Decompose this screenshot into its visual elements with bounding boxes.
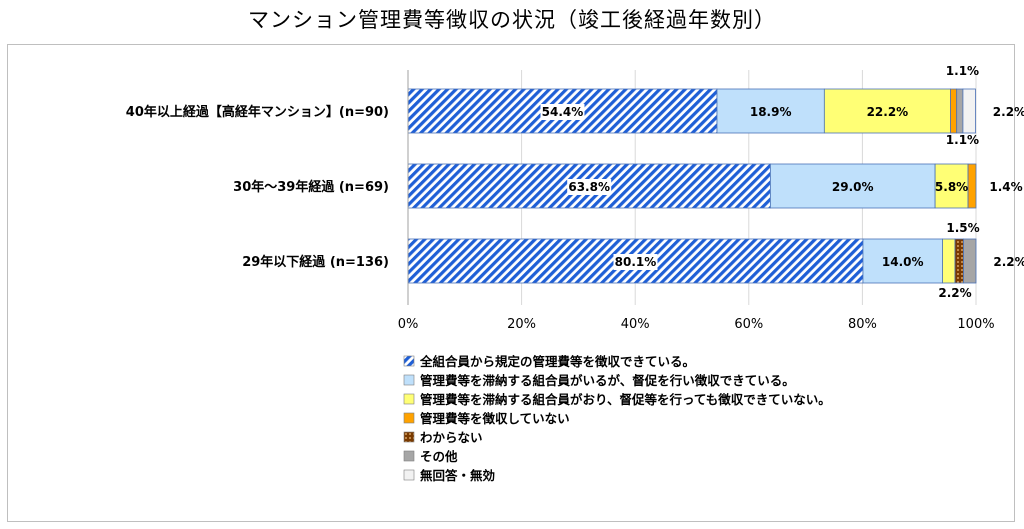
label-layer: 54.4% 18.9% 22.2% 1.1% 1.1% 2.2% 63.8% 29.0% 5.8… bbox=[540, 64, 1024, 300]
x-tick-label: 60% bbox=[734, 317, 763, 332]
category-label: 40年以上経過【高経年マンション】(n=90) bbox=[126, 104, 389, 120]
x-tick-label: 40% bbox=[621, 317, 650, 332]
bar-segment bbox=[769, 163, 936, 209]
value-label: 80.1% bbox=[615, 255, 657, 269]
value-label: 22.2% bbox=[867, 105, 909, 119]
value-label: 1.1% bbox=[946, 64, 979, 78]
bar-layer bbox=[407, 88, 977, 284]
legend-label: その他 bbox=[420, 449, 458, 464]
value-label: 1.5% bbox=[946, 221, 979, 235]
bar-segment bbox=[942, 238, 956, 284]
value-label: 1.4% bbox=[989, 180, 1022, 194]
bar-segment bbox=[950, 88, 958, 134]
category-label: 29年以下経過 (n=136) bbox=[242, 254, 389, 270]
x-tick-label: 100% bbox=[957, 317, 994, 332]
bar-segment bbox=[963, 238, 977, 284]
legend-label: 管理費等を滞納する組合員がいるが、督促を行い徴収できている。 bbox=[420, 373, 795, 388]
bar-segment bbox=[862, 238, 943, 284]
value-label: 5.8% bbox=[935, 180, 968, 194]
bar-segment bbox=[954, 238, 964, 284]
x-tick-label: 0% bbox=[398, 317, 419, 332]
value-label: 63.8% bbox=[568, 180, 610, 194]
x-tick-label: 20% bbox=[507, 317, 536, 332]
value-label: 2.2% bbox=[938, 286, 971, 300]
legend-layer: 全組合員から規定の管理費等を徴収できている。管理費等を滞納する組合員がいるが、督… bbox=[403, 354, 831, 483]
value-label: 14.0% bbox=[882, 255, 924, 269]
value-label-bg bbox=[567, 179, 612, 195]
legend-swatch bbox=[403, 355, 415, 367]
value-label: 2.2% bbox=[993, 105, 1024, 119]
value-label: 54.4% bbox=[542, 105, 584, 119]
bar-segment bbox=[823, 88, 951, 134]
bar-segment bbox=[967, 163, 977, 209]
value-label-bg bbox=[613, 254, 658, 270]
axis-layer: 0% 20% 40% 60% 80% 100% 40年以上経過【高経年マンション】(n=90… bbox=[126, 70, 995, 332]
value-label: 2.2% bbox=[993, 255, 1024, 269]
legend-swatch bbox=[403, 412, 415, 424]
legend-swatch bbox=[403, 450, 415, 462]
bar-segment bbox=[934, 163, 969, 209]
x-tick-label: 80% bbox=[848, 317, 877, 332]
legend-label: 管理費等を滞納する組合員がおり、督促等を行っても徴収できていない。 bbox=[420, 392, 831, 407]
value-label: 29.0% bbox=[832, 180, 874, 194]
value-label: 18.9% bbox=[750, 105, 792, 119]
legend-swatch bbox=[403, 374, 415, 386]
legend-swatch bbox=[403, 393, 415, 405]
value-label-bg bbox=[540, 104, 585, 120]
chart-title: マンション管理費等徴収の状況（竣工後経過年数別） bbox=[248, 8, 776, 32]
value-label: 1.1% bbox=[946, 133, 979, 147]
chart-frame bbox=[7, 44, 1015, 522]
legend-label: 無回答・無効 bbox=[420, 468, 495, 483]
bar-segment bbox=[962, 88, 976, 134]
legend-label: 全組合員から規定の管理費等を徴収できている。 bbox=[419, 354, 695, 369]
legend-label: わからない bbox=[420, 430, 483, 445]
category-label: 30年～39年経過 (n=69) bbox=[233, 179, 389, 195]
legend-swatch bbox=[403, 431, 415, 443]
legend-swatch bbox=[403, 469, 415, 481]
bar-segment bbox=[956, 88, 964, 134]
legend-label: 管理費等を徴収していない bbox=[420, 411, 570, 426]
